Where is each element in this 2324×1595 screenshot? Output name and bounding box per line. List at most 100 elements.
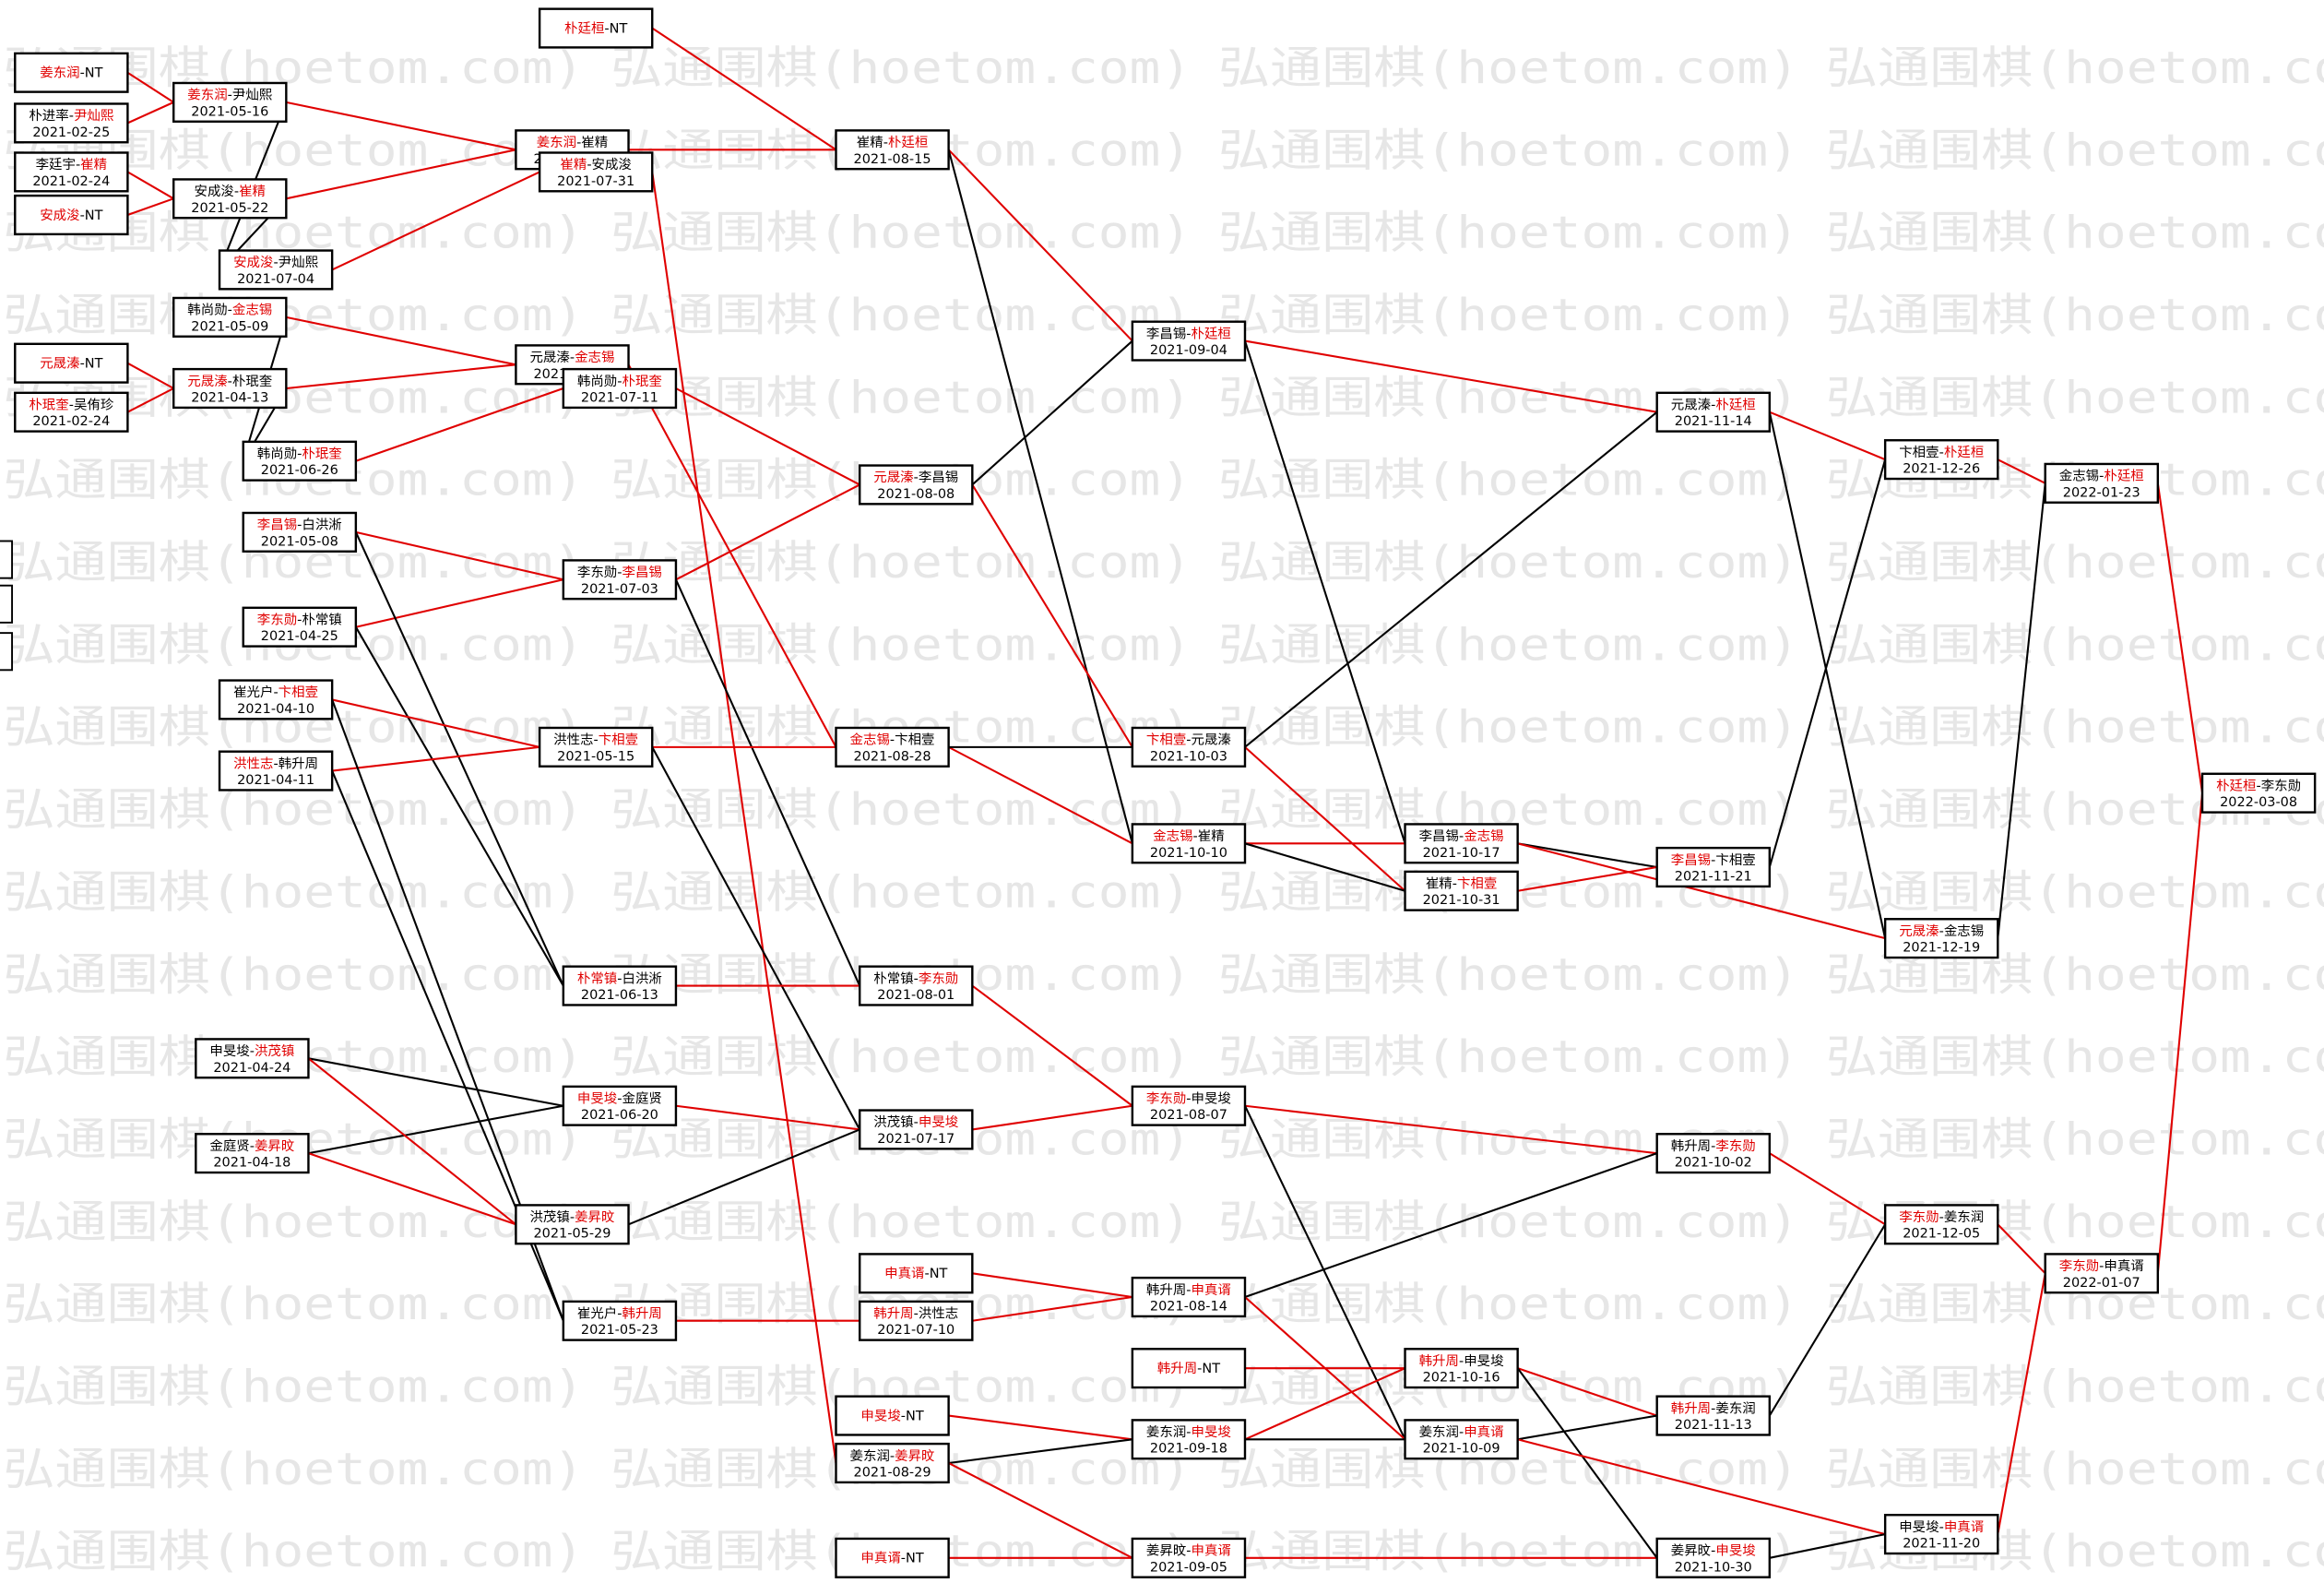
connector: [2156, 792, 2204, 1274]
match-label: 金志锡-朴廷桓: [2059, 469, 2144, 484]
connector: [1244, 1152, 1658, 1299]
match-date: 2021-12-26: [1903, 462, 1980, 477]
watermark: 弘通围棋(hoetom.com): [3, 866, 584, 918]
match-node: 安成浚-NT: [14, 194, 129, 236]
connector: [126, 387, 174, 413]
match-node: 崔光户-卞相壹 2021-04-10: [218, 679, 334, 720]
match-date: 2021-10-30: [1675, 1560, 1752, 1575]
connector: [651, 746, 861, 1130]
match-label: 姜东润-崔精: [537, 135, 609, 150]
match-label: 韩尚勋-朴珉奎: [577, 374, 663, 389]
connector: [1997, 482, 2046, 939]
connector: [1517, 842, 1657, 869]
connector: [947, 149, 1133, 342]
match-box: [195, 1133, 310, 1174]
watermark: 弘通围棋(hoetom.com): [611, 866, 1192, 918]
match-date: 2021-11-14: [1675, 414, 1752, 429]
connector: [948, 1462, 1133, 1559]
watermark: 弘通围棋(hoetom.com): [611, 1031, 1192, 1083]
match-box: [858, 1253, 974, 1294]
match-box: [218, 679, 334, 720]
match-box: [1655, 1537, 1772, 1578]
connector: [1997, 1223, 2046, 1275]
match-label: 韩升周-洪性志: [873, 1306, 958, 1322]
watermark: 弘通围棋(hoetom.com): [3, 1196, 584, 1248]
connector: [651, 172, 837, 1464]
match-label: 元晟溱-李昌锡: [873, 470, 958, 485]
match-label: 元晟溱-朴廷桓: [1671, 397, 1756, 412]
match-label: 李昌锡-白洪淅: [257, 518, 342, 533]
match-box: [538, 7, 654, 49]
connector: [126, 171, 174, 200]
match-box: [1655, 391, 1772, 433]
match-date: 2021-10-16: [1423, 1371, 1500, 1386]
match-node: 韩升周-李东勋 2021-10-02: [1655, 1133, 1772, 1174]
watermark: 弘通围棋(hoetom.com): [1826, 372, 2324, 423]
match-label: 李廷宇-崔精: [36, 157, 108, 173]
watermark: 弘通围棋(hoetom.com): [1218, 290, 1799, 341]
match-node: 卞相壹-朴廷桓 2021-12-26: [1883, 439, 1999, 481]
match-label: 姜东润-NT: [40, 65, 102, 81]
match-date: 2021-05-22: [191, 201, 268, 216]
match-label: 元晟溱-金志锡: [1899, 923, 1984, 939]
match-box: [1131, 726, 1247, 768]
match-node: 申真谞-NT: [858, 1253, 974, 1294]
match-date: 2021-05-23: [581, 1323, 658, 1338]
match-box: [1883, 1514, 1999, 1555]
match-date: 2021-08-01: [877, 988, 954, 1003]
match-label: 元晟溱-金志锡: [529, 350, 614, 365]
match-date: 2021-05-15: [557, 749, 634, 764]
match-date: 2021-09-18: [1150, 1442, 1227, 1457]
connector: [948, 1414, 1132, 1441]
watermark: 弘通围棋(hoetom.com): [1826, 619, 2324, 671]
match-date: 2021-07-31: [557, 174, 634, 189]
match-node: 元晟溱-李昌锡 2021-08-08: [858, 464, 974, 506]
match-label: 安成浚-崔精: [195, 184, 267, 199]
connector: [308, 1152, 516, 1226]
match-label: 韩升周-申旻埈: [1419, 1353, 1505, 1369]
match-label: 朴常镇-李东勋: [873, 970, 958, 986]
watermark: 弘通围棋(hoetom.com): [1218, 1031, 1799, 1083]
watermark: 弘通围棋(hoetom.com): [1218, 42, 1799, 94]
match-date: 2021-11-21: [1675, 869, 1752, 884]
match-box: [562, 1300, 678, 1341]
match-label: 洪茂镇-姜昇旼: [529, 1209, 614, 1225]
connector: [627, 363, 837, 748]
match-label: 崔精-安成浚: [560, 157, 632, 173]
match-node: 韩升周-姜东润 2021-11-13: [1655, 1395, 1772, 1436]
watermark: 弘通围棋(hoetom.com): [1826, 866, 2324, 918]
match-date: 2021-08-07: [1150, 1108, 1227, 1123]
match-node: 元晟溱-NT: [14, 342, 129, 384]
match-label: 申真谞-NT: [884, 1265, 947, 1281]
match-box: [1404, 1419, 1519, 1460]
match-box: [14, 194, 129, 236]
connector: [1769, 411, 1886, 461]
match-label: 李昌锡-朴廷桓: [1146, 326, 1231, 341]
match-label: 姜东润-申旻埈: [1146, 1424, 1232, 1440]
match-box: [172, 296, 288, 338]
match-date: 2021-07-11: [581, 390, 658, 405]
match-date: 2022-01-07: [2063, 1276, 2140, 1291]
connector: [1243, 340, 1406, 844]
match-label: 韩升周-李东勋: [1671, 1138, 1756, 1154]
watermark: 弘通围棋(hoetom.com): [1218, 619, 1799, 671]
match-node: 朴常镇-白洪淅 2021-06-13: [562, 965, 678, 1006]
match-node: 姜东润-申真谞 2021-10-09: [1404, 1419, 1519, 1460]
match-label: 韩尚勋-金志锡: [187, 303, 272, 318]
match-date: 2021-06-13: [581, 988, 658, 1003]
match-node: 金志锡-崔精 2021-10-10: [1131, 823, 1247, 864]
watermark: 弘通围棋(hoetom.com): [1826, 42, 2324, 94]
match-box: [1131, 1085, 1247, 1126]
connector: [972, 1272, 1133, 1299]
match-label: 韩升周-NT: [1157, 1361, 1220, 1376]
connector: [1997, 1273, 2046, 1535]
match-date: 2022-03-08: [2220, 795, 2297, 810]
match-box: [562, 367, 678, 410]
